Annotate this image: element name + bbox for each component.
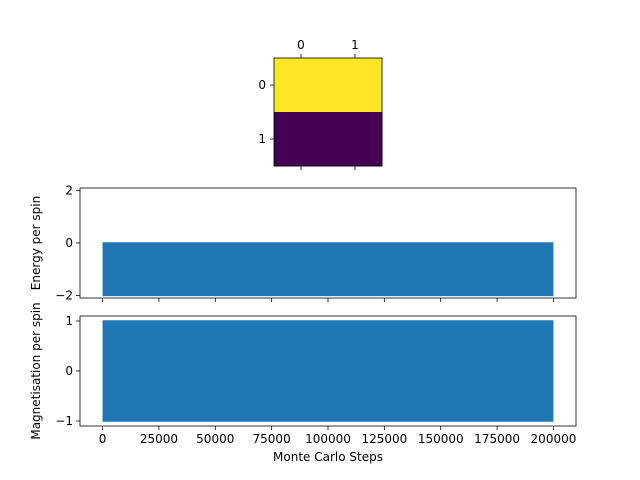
heatmap-x-tick-label: 1 [351, 38, 359, 52]
heatmap-cell [328, 112, 383, 167]
magnetisation-x-axis-label: Monte Carlo Steps [273, 450, 383, 464]
magnetisation-x-tick-label: 150000 [418, 432, 464, 446]
heatmap-cell [274, 112, 329, 167]
magnetisation-x-tick-label: 0 [99, 432, 107, 446]
magnetisation-x-tick-label: 125000 [361, 432, 407, 446]
magnetisation-x-tick-label: 50000 [196, 432, 234, 446]
magnetisation-y-tick-label: 0 [65, 364, 73, 378]
heatmap-x-tick-label: 0 [297, 38, 305, 52]
magnetisation-panel: 0 25000 50000 75000 100000 125000 150000 175000… [29, 302, 577, 464]
heatmap-cell [274, 58, 329, 113]
magnetisation-x-tick-label: 25000 [140, 432, 178, 446]
magnetisation-y-axis-label: Magnetisation per spin [29, 302, 43, 439]
energy-y-tick-label: 0 [65, 236, 73, 250]
magnetisation-y-tick-label: −1 [55, 414, 73, 428]
magnetisation-x-tick-label: 100000 [305, 432, 351, 446]
heatmap-panel: 0 1 0 1 [258, 38, 383, 170]
magnetisation-series-band [102, 321, 554, 421]
magnetisation-y-tick-label: 1 [65, 314, 73, 328]
heatmap-y-tick-label: 1 [258, 132, 266, 146]
energy-y-tick-label: −2 [55, 288, 73, 302]
energy-series-band [102, 243, 554, 296]
magnetisation-x-tick-label: 175000 [474, 432, 520, 446]
magnetisation-x-tick-label: 75000 [253, 432, 291, 446]
energy-y-axis-label: Energy per spin [29, 196, 43, 290]
heatmap-y-tick-label: 0 [258, 78, 266, 92]
energy-y-tick-label: 2 [65, 184, 73, 198]
heatmap-cell [328, 58, 383, 113]
heatmap-frame [273, 57, 383, 167]
magnetisation-x-tick-label: 200000 [531, 432, 577, 446]
energy-panel: −2 0 2 Energy per spin [29, 184, 577, 302]
